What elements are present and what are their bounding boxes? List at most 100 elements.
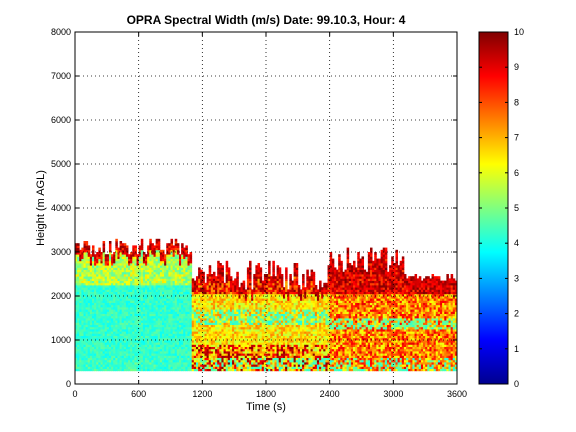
heatmap-cell bbox=[125, 302, 129, 306]
heatmap-cell bbox=[83, 271, 87, 275]
heatmap-cell bbox=[75, 333, 78, 336]
heatmap-cell bbox=[238, 313, 241, 317]
heatmap-cell bbox=[164, 344, 167, 347]
heatmap-cell bbox=[261, 296, 265, 299]
heatmap-cell bbox=[263, 344, 267, 347]
heatmap-cell bbox=[145, 320, 148, 323]
heatmap-cell bbox=[162, 333, 165, 336]
heatmap-cell bbox=[134, 351, 137, 354]
heatmap-cell bbox=[113, 260, 116, 264]
heatmap-cell bbox=[246, 329, 250, 332]
heatmap-cell bbox=[225, 318, 229, 321]
heatmap-cell bbox=[242, 368, 246, 372]
heatmap-cell bbox=[174, 331, 178, 334]
heatmap-cell bbox=[91, 265, 95, 268]
heatmap-cell bbox=[96, 364, 99, 367]
heatmap-cell bbox=[257, 346, 261, 350]
heatmap-cell bbox=[149, 357, 152, 361]
heatmap-cell bbox=[187, 293, 190, 297]
heatmap-cell bbox=[227, 309, 231, 312]
heatmap-cell bbox=[255, 271, 258, 275]
heatmap-cell bbox=[147, 285, 150, 288]
heatmap-cell bbox=[185, 302, 188, 306]
heatmap-cell bbox=[181, 322, 184, 325]
heatmap-cell bbox=[100, 260, 103, 264]
heatmap-cell bbox=[155, 337, 159, 341]
heatmap-cell bbox=[155, 351, 159, 354]
heatmap-cell bbox=[266, 274, 269, 277]
heatmap-cell bbox=[215, 368, 218, 372]
heatmap-cell bbox=[125, 296, 129, 299]
heatmap-cell bbox=[134, 359, 137, 363]
heatmap-cell bbox=[253, 285, 256, 288]
heatmap-cell bbox=[83, 298, 87, 301]
heatmap-cell bbox=[200, 335, 203, 339]
heatmap-cell bbox=[162, 353, 165, 356]
heatmap-cell bbox=[125, 313, 129, 317]
heatmap-cell bbox=[108, 293, 112, 297]
heatmap-cell bbox=[113, 252, 116, 255]
heatmap-cell bbox=[75, 340, 78, 343]
heatmap-cell bbox=[138, 278, 142, 281]
heatmap-cell bbox=[147, 298, 150, 301]
heatmap-cell bbox=[147, 274, 150, 277]
heatmap-cell bbox=[115, 300, 118, 303]
heatmap-cell bbox=[155, 265, 159, 268]
heatmap-cell bbox=[157, 300, 161, 303]
heatmap-cell bbox=[191, 348, 195, 352]
heatmap-cell bbox=[147, 366, 150, 369]
heatmap-cell bbox=[215, 355, 218, 358]
heatmap-cell bbox=[155, 238, 159, 242]
heatmap-cell bbox=[115, 243, 118, 246]
heatmap-cell bbox=[234, 342, 237, 345]
heatmap-cell bbox=[240, 362, 244, 365]
heatmap-cell bbox=[85, 267, 89, 270]
heatmap-cell bbox=[208, 331, 212, 334]
heatmap-cell bbox=[113, 307, 116, 310]
heatmap-cell bbox=[259, 359, 263, 363]
heatmap-cell bbox=[208, 311, 212, 314]
heatmap-cell bbox=[229, 326, 233, 330]
heatmap-cell bbox=[187, 271, 190, 275]
heatmap-cell bbox=[79, 362, 82, 365]
heatmap-cell bbox=[178, 333, 182, 336]
heatmap-cell bbox=[157, 258, 161, 262]
heatmap-cell bbox=[225, 324, 229, 328]
heatmap-cell bbox=[261, 359, 265, 363]
heatmap-cell bbox=[138, 252, 142, 255]
heatmap-cell bbox=[200, 348, 203, 352]
heatmap-cell bbox=[261, 353, 265, 356]
heatmap-cell bbox=[280, 320, 284, 323]
heatmap-cell bbox=[255, 313, 258, 317]
heatmap-cell bbox=[215, 366, 218, 369]
heatmap-cell bbox=[81, 254, 84, 257]
heatmap-cell bbox=[138, 353, 142, 356]
heatmap-cell bbox=[212, 346, 216, 350]
heatmap-cell bbox=[164, 289, 167, 292]
heatmap-cell bbox=[130, 324, 133, 328]
heatmap-cell bbox=[185, 298, 188, 301]
heatmap-cell bbox=[155, 342, 159, 345]
heatmap-cell bbox=[113, 302, 116, 306]
heatmap-cell bbox=[240, 335, 244, 339]
heatmap-cell bbox=[125, 307, 129, 310]
heatmap-cell bbox=[111, 276, 114, 279]
heatmap-cell bbox=[189, 342, 193, 345]
heatmap-cell bbox=[121, 315, 125, 319]
heatmap-cell bbox=[119, 304, 123, 308]
heatmap-cell bbox=[234, 329, 237, 332]
heatmap-cell bbox=[257, 276, 261, 279]
heatmap-cell bbox=[168, 252, 171, 255]
heatmap-cell bbox=[266, 311, 269, 314]
heatmap-cell bbox=[89, 359, 93, 363]
heatmap-cell bbox=[261, 364, 265, 367]
heatmap-cell bbox=[81, 280, 84, 284]
heatmap-cell bbox=[132, 265, 135, 268]
heatmap-cell bbox=[87, 366, 91, 369]
heatmap-cell bbox=[166, 355, 169, 358]
heatmap-cell bbox=[204, 309, 207, 312]
heatmap-cell bbox=[113, 331, 116, 334]
heatmap-cell bbox=[212, 348, 216, 352]
heatmap-cell bbox=[119, 269, 123, 273]
heatmap-cell bbox=[210, 353, 214, 356]
